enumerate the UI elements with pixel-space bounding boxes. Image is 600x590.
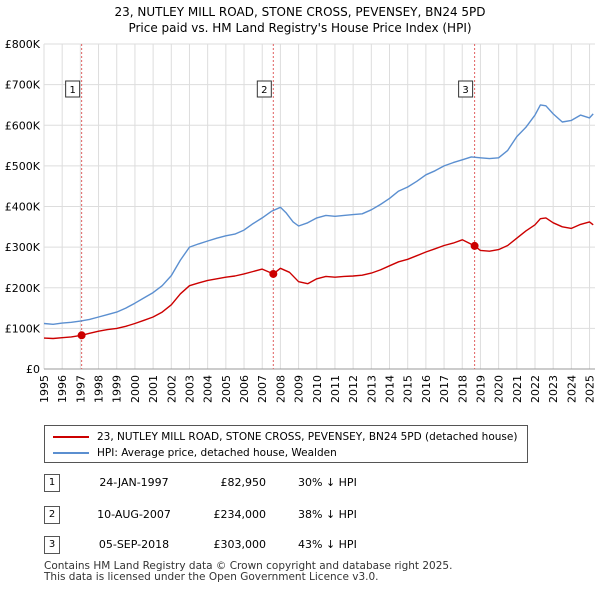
x-tick-label: 2002	[165, 375, 178, 403]
x-tick-label: 2012	[347, 375, 360, 403]
sale-point	[470, 241, 479, 250]
legend-line-property	[53, 436, 89, 438]
x-tick-label: 2022	[529, 375, 542, 403]
x-tick-label: 2024	[565, 375, 578, 403]
y-tick-label: £300K	[5, 241, 41, 254]
marker-box	[458, 80, 474, 98]
transaction-number: 1	[44, 474, 60, 492]
x-tick-label: 2010	[311, 375, 324, 403]
transaction-number: 3	[44, 536, 60, 554]
legend-label-hpi: HPI: Average price, detached house, Weal…	[97, 447, 337, 459]
x-tick-label: 2000	[129, 375, 142, 403]
price-chart: £0 £100K £200K £300K £400K £500K £600K £700K £80…	[5, 38, 597, 403]
x-tick-label: 1996	[56, 375, 69, 403]
transaction-date: 10-AUG-2007	[97, 508, 171, 521]
y-tick-label: £0	[26, 363, 40, 376]
legend-label-property: 23, NUTLEY MILL ROAD, STONE CROSS, PEVEN…	[97, 431, 518, 443]
x-tick-label: 2013	[365, 375, 378, 403]
x-tick-label: 2016	[420, 375, 433, 403]
x-tick-label: 2008	[274, 375, 287, 403]
y-tick-label: £600K	[5, 119, 41, 132]
legend-item-property: 23, NUTLEY MILL ROAD, STONE CROSS, PEVEN…	[53, 429, 517, 445]
x-tick-label: 2017	[438, 375, 451, 403]
marker-box	[256, 80, 272, 98]
chart-title: 23, NUTLEY MILL ROAD, STONE CROSS, PEVEN…	[114, 5, 486, 19]
y-tick-label: £700K	[5, 79, 41, 92]
x-tick-label: 2014	[384, 375, 397, 403]
marker-label: 3	[462, 85, 468, 96]
transaction-price: £303,000	[213, 538, 267, 551]
x-tick-label: 2001	[147, 375, 160, 403]
transaction-hpi-diff: 43% ↓ HPI	[298, 538, 357, 551]
x-tick-label: 2015	[402, 375, 415, 403]
x-tick-label: 2020	[493, 375, 506, 403]
transaction-date: 24-JAN-1997	[99, 476, 169, 489]
transaction-price: £82,950	[220, 476, 267, 489]
sale-point	[269, 269, 278, 278]
x-tick-label: 2018	[456, 375, 469, 403]
x-tick-label: 2019	[474, 375, 487, 403]
property-series-line	[43, 217, 594, 340]
marker-label: 2	[261, 85, 267, 96]
footer-line-2: This data is licensed under the Open Gov…	[44, 571, 379, 583]
hpi-series-line	[43, 104, 594, 325]
legend-line-hpi	[53, 452, 89, 454]
x-tick-label: 2025	[584, 375, 597, 403]
y-tick-label: £500K	[5, 160, 41, 173]
chart-legend: 23, NUTLEY MILL ROAD, STONE CROSS, PEVEN…	[44, 425, 528, 463]
x-tick-label: 2003	[183, 375, 196, 403]
x-tick-label: 1999	[111, 375, 124, 403]
x-tick-label: 2007	[256, 375, 269, 403]
marker-label: 1	[69, 85, 75, 96]
x-tick-label: 2011	[329, 375, 342, 403]
legend-item-hpi: HPI: Average price, detached house, Weal…	[53, 445, 337, 461]
transaction-number: 2	[44, 506, 60, 524]
footer-attribution: Contains HM Land Registry data © Crown c…	[44, 561, 452, 583]
x-tick-label: 2023	[547, 375, 560, 403]
x-tick-label: 2021	[511, 375, 524, 403]
x-tick-label: 1995	[38, 375, 51, 403]
x-tick-label: 2006	[238, 375, 251, 403]
y-tick-label: £100K	[5, 322, 41, 335]
sale-point	[77, 331, 86, 340]
transaction-price: £234,000	[213, 508, 267, 521]
marker-box	[65, 80, 81, 98]
x-tick-label: 2005	[220, 375, 233, 403]
x-tick-label: 2004	[202, 375, 215, 403]
transaction-hpi-diff: 38% ↓ HPI	[298, 508, 357, 521]
x-tick-label: 2009	[293, 375, 306, 403]
y-tick-label: £400K	[5, 201, 41, 214]
y-tick-label: £800K	[5, 38, 41, 51]
y-tick-label: £200K	[5, 282, 41, 295]
x-tick-label: 1997	[74, 375, 87, 403]
chart-subtitle: Price paid vs. HM Land Registry's House …	[128, 21, 472, 35]
footer-line-1: Contains HM Land Registry data © Crown c…	[44, 560, 453, 572]
transaction-date: 05-SEP-2018	[98, 538, 170, 551]
transaction-hpi-diff: 30% ↓ HPI	[298, 476, 357, 489]
x-tick-label: 1998	[93, 375, 106, 403]
